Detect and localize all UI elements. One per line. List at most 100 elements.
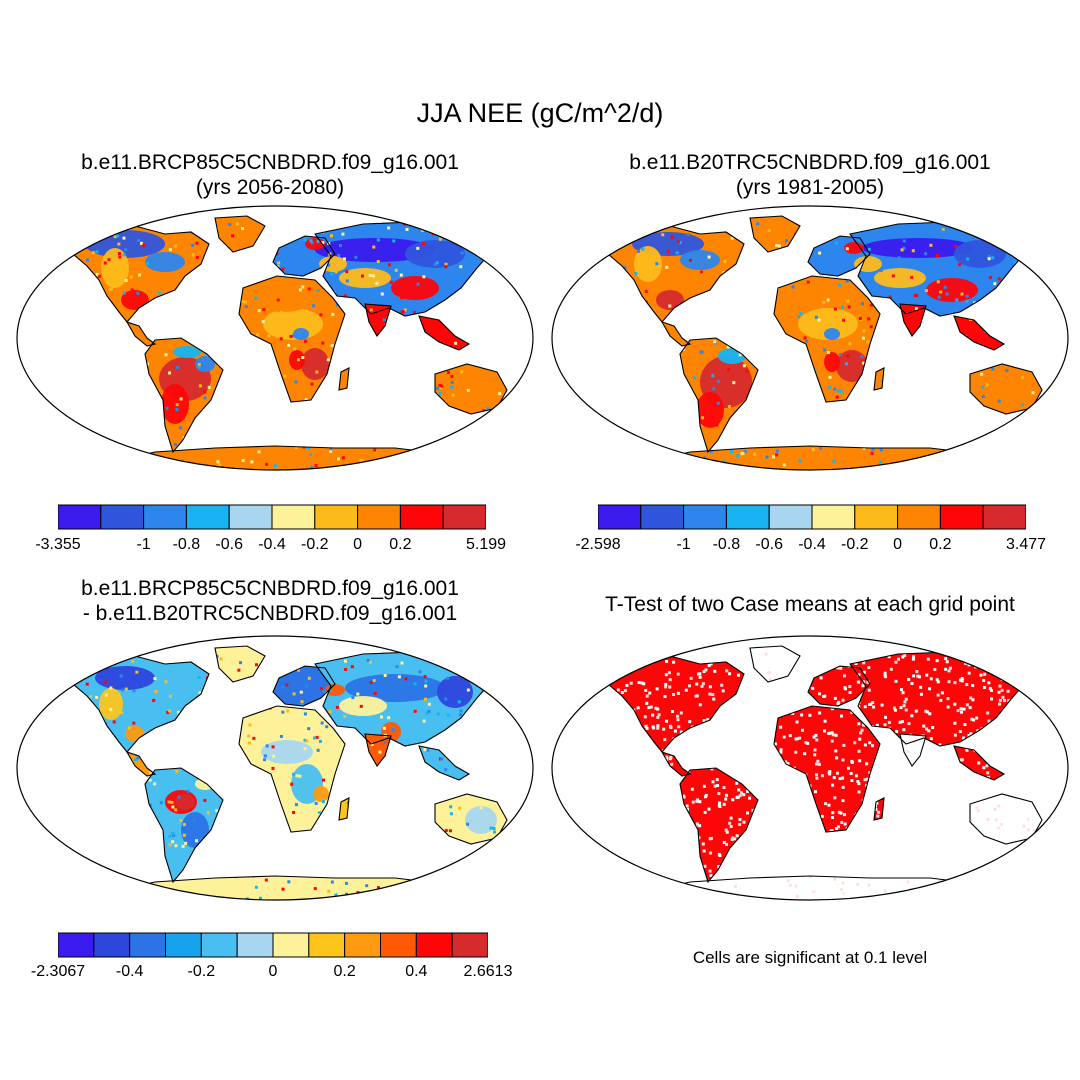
field-cell xyxy=(404,677,408,681)
field-cell xyxy=(907,722,911,726)
field-cell xyxy=(898,720,902,724)
field-cell xyxy=(702,670,706,674)
field-cell xyxy=(218,463,222,467)
field-cell xyxy=(693,376,697,380)
coastline-europe xyxy=(272,235,336,277)
field-cell xyxy=(103,680,107,684)
field-cell xyxy=(859,895,863,899)
field-cell xyxy=(244,305,248,309)
field-cell xyxy=(1016,832,1020,836)
field-cell xyxy=(837,810,841,814)
field-cell xyxy=(857,749,861,753)
field-cell xyxy=(741,891,745,895)
field-cell xyxy=(806,886,810,890)
field-cell xyxy=(335,705,339,709)
field-cell xyxy=(459,709,463,713)
field-cell xyxy=(368,660,372,664)
field-cell xyxy=(498,825,502,829)
field-cell xyxy=(277,261,281,265)
field-cell xyxy=(953,681,957,685)
coastline-centralAmerica xyxy=(660,751,692,777)
field-cell xyxy=(994,880,998,884)
field-cell xyxy=(666,249,670,253)
field-cell xyxy=(858,759,862,763)
field-cell xyxy=(726,345,730,349)
field-cell xyxy=(174,844,178,848)
field-cell xyxy=(261,320,265,324)
field-cell xyxy=(317,810,321,814)
field-cell xyxy=(830,739,834,743)
field-cell xyxy=(189,808,193,812)
field-cell xyxy=(688,720,692,724)
field-cell xyxy=(177,795,181,799)
field-cell xyxy=(1029,817,1033,821)
field-cell xyxy=(416,282,420,286)
field-cell xyxy=(265,744,269,748)
field-cell xyxy=(361,274,365,278)
field-cell xyxy=(368,273,372,277)
field-cell xyxy=(718,854,722,858)
field-cell xyxy=(924,709,928,713)
field-cell xyxy=(823,882,827,886)
field-cell xyxy=(742,364,746,368)
field-cell xyxy=(92,657,96,661)
field-cell xyxy=(359,459,363,463)
field-cell xyxy=(812,887,816,891)
field-cell xyxy=(936,648,940,652)
field-cell xyxy=(925,673,929,677)
field-cell xyxy=(394,268,398,272)
field-cell xyxy=(206,811,210,815)
field-cell xyxy=(847,893,851,897)
field-cell xyxy=(902,239,906,243)
field-cell xyxy=(909,752,913,756)
field-cell xyxy=(800,713,804,717)
colorbar-tick-label: 2.6613 xyxy=(463,963,513,980)
field-cell xyxy=(654,706,658,710)
field-cell xyxy=(620,691,624,695)
field-cell xyxy=(969,819,973,823)
field-cell xyxy=(291,735,295,739)
colorbar-box xyxy=(897,504,941,530)
field-cell xyxy=(991,256,995,260)
field-cell xyxy=(207,385,211,389)
field-cell xyxy=(376,238,380,242)
field-cell xyxy=(971,684,975,688)
field-cell xyxy=(121,688,125,692)
field-cell xyxy=(1032,845,1036,849)
map-border xyxy=(551,635,1069,901)
field-cell xyxy=(717,865,721,869)
field-cell xyxy=(1013,860,1017,864)
field-cell xyxy=(446,676,450,680)
coastline-southAmerica xyxy=(144,337,224,454)
coastline-seAsia xyxy=(418,745,471,781)
field-cell xyxy=(1005,368,1009,372)
field-cell xyxy=(806,741,810,745)
field-cell xyxy=(959,707,963,711)
field-cell xyxy=(387,716,391,720)
field-cell xyxy=(463,444,467,448)
field-cell xyxy=(911,249,915,253)
field-cell xyxy=(711,416,715,420)
field-cell xyxy=(395,665,399,669)
field-cell xyxy=(623,662,627,666)
field-cell xyxy=(821,892,825,896)
field-cell xyxy=(465,447,469,451)
field-cell xyxy=(192,818,196,822)
coastline-africa xyxy=(238,705,346,833)
field-cell xyxy=(953,721,957,725)
field-cell xyxy=(175,407,179,411)
field-cell xyxy=(729,449,733,453)
field-cell xyxy=(636,706,640,710)
field-cell xyxy=(330,880,334,884)
field-cell xyxy=(501,414,505,418)
field-cell xyxy=(887,720,891,724)
field-cell xyxy=(117,242,121,246)
field-cell xyxy=(969,696,973,700)
field-cell xyxy=(948,221,952,225)
field-cell xyxy=(661,233,665,237)
field-cell xyxy=(103,261,107,265)
field-cell xyxy=(1039,879,1043,883)
field-cell xyxy=(670,235,674,239)
field-cell xyxy=(124,248,128,252)
field-cell xyxy=(416,648,420,652)
